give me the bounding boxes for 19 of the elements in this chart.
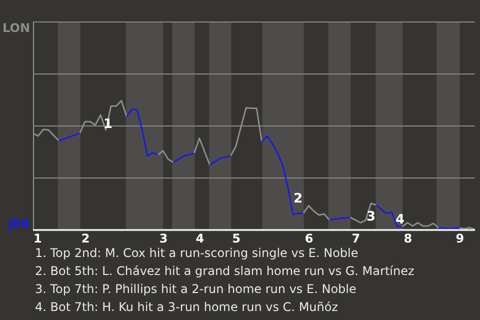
- x-tick-label: 8: [404, 232, 412, 246]
- text: JER: [7, 217, 30, 231]
- annotation: 1: [103, 117, 113, 132]
- annotation: 2: [293, 191, 303, 206]
- text: 2. Bot 5th: L. Chávez hit a grand slam home run vs G. Martínez: [35, 264, 414, 278]
- annotation: 4: [395, 212, 405, 228]
- text: 1. Top 2nd: M. Cox hit a run-scoring single vs E. Noble: [35, 246, 358, 260]
- text: LON: [2, 21, 30, 35]
- text: 4. Bot 7th: H. Ku hit a 3-run home run vs C. Muñóz: [35, 300, 338, 314]
- text: 3. Top 7th: P. Phillips hit a 2-run home run vs E. Noble: [35, 282, 356, 296]
- x-tick-label: 4: [196, 232, 204, 246]
- x-tick-label: 7: [352, 232, 360, 246]
- x-tick-label: 9: [456, 232, 464, 246]
- x-tick-label: 2: [81, 232, 90, 246]
- annotation: 3: [366, 209, 376, 224]
- x-tick-label: 6: [304, 232, 314, 246]
- x-tick-label: 1: [34, 232, 42, 246]
- x-tick-label: 5: [232, 232, 240, 246]
- x-tick-label: 3: [159, 232, 168, 246]
